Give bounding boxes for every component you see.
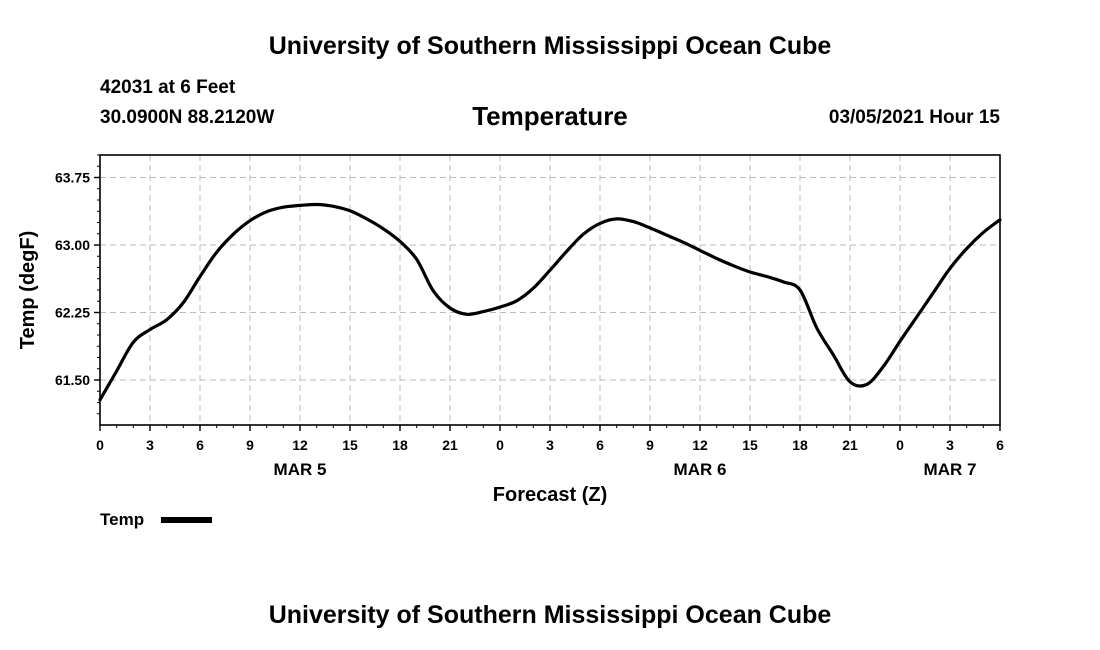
date-label: MAR 5	[274, 460, 327, 479]
x-tick-label: 3	[946, 437, 954, 453]
y-tick-label: 62.25	[55, 305, 90, 321]
temp-series-line	[98, 202, 1002, 402]
x-tick-label: 18	[792, 437, 808, 453]
y-tick-label: 63.00	[55, 237, 90, 253]
y-tick-label: 61.50	[55, 372, 90, 388]
chart-header-title: University of Southern Mississippi Ocean…	[268, 32, 832, 60]
x-tick-label: 0	[496, 437, 504, 453]
location-label: 30.0900N 88.2120W	[100, 107, 275, 128]
x-tick-label: 9	[646, 437, 654, 453]
tick-marks	[94, 154, 1001, 431]
chart-title: Temperature	[472, 101, 628, 131]
x-tick-label: 0	[96, 437, 104, 453]
y-tick-labels: 61.50 62.25 63.00 63.75	[55, 170, 90, 389]
x-tick-label: 15	[742, 437, 758, 453]
date-label: MAR 6	[674, 460, 727, 479]
x-tick-label: 6	[596, 437, 604, 453]
x-tick-label: 12	[292, 437, 308, 453]
y-axis-label: Temp (degF)	[17, 231, 39, 350]
station-label: 42031 at 6 Feet	[100, 77, 236, 98]
x-tick-label: 18	[392, 437, 408, 453]
legend-label: Temp	[100, 510, 144, 529]
x-tick-label: 9	[246, 437, 254, 453]
x-axis-label: Forecast (Z)	[493, 484, 607, 506]
legend: Temp	[100, 510, 212, 529]
grid-lines	[100, 155, 1000, 425]
x-tick-label: 21	[442, 437, 458, 453]
chart-footer-title: University of Southern Mississippi Ocean…	[268, 601, 832, 629]
series-group	[98, 202, 1002, 402]
date-labels: MAR 5 MAR 6 MAR 7	[274, 460, 977, 479]
x-tick-label: 3	[546, 437, 554, 453]
x-tick-label: 15	[342, 437, 358, 453]
x-tick-labels: 0 3 6 9 12 15 18 21 0 3 6 9 12 15 18 21 0 3 6	[96, 437, 1004, 453]
x-tick-label: 12	[692, 437, 708, 453]
x-tick-label: 3	[146, 437, 154, 453]
date-label: MAR 7	[924, 460, 977, 479]
datetime-label: 03/05/2021 Hour 15	[828, 107, 1000, 128]
x-tick-label: 6	[196, 437, 204, 453]
x-tick-label: 6	[996, 437, 1004, 453]
y-tick-label: 63.75	[55, 170, 90, 186]
x-tick-label: 21	[842, 437, 858, 453]
x-tick-label: 0	[896, 437, 904, 453]
